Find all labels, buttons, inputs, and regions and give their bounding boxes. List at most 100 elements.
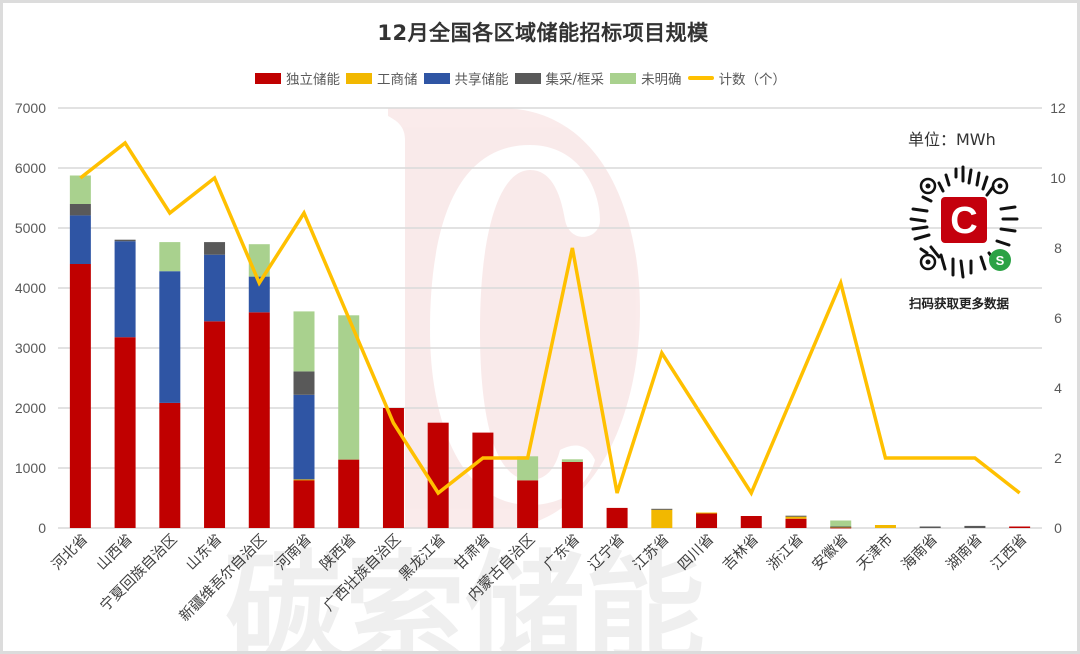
x-tick-label: 河北省	[48, 531, 91, 574]
x-tick-label: 吉林省	[719, 531, 762, 574]
legend-swatch-icon	[346, 72, 372, 84]
bar-stack	[472, 432, 494, 528]
bar-segment	[517, 456, 539, 481]
bar-stack	[561, 459, 583, 528]
bar-segment	[204, 254, 226, 322]
legend-item-unspecified: 未明确	[610, 68, 682, 88]
legend-item-centralized: 集采/框采	[514, 68, 604, 88]
bar-segment	[1009, 526, 1031, 528]
bar-stack	[69, 175, 91, 528]
count-line	[79, 140, 1021, 497]
legend-item-count: 计数（个）	[687, 68, 787, 88]
legend-label: 计数（个）	[718, 72, 787, 88]
chart-legend: 独立储能 工商储 共享储能 集采/框采 未明确 计数（个）	[255, 68, 792, 88]
legend-label: 未明确	[641, 72, 682, 88]
legend-swatch-icon	[255, 72, 281, 84]
chart-title: 12月全国各区域储能招标项目规模	[377, 21, 709, 45]
watermark-text: 碳索储能	[225, 542, 705, 654]
qr-code-icon: C S	[909, 165, 1019, 279]
bar-segment	[293, 394, 315, 480]
legend-line-icon	[687, 76, 714, 80]
legend-item-independent: 独立储能	[255, 68, 340, 88]
legend-swatch-icon	[423, 72, 450, 84]
x-tick-label: 湖南省	[943, 531, 986, 574]
bar-segment	[651, 508, 673, 510]
bar-segment	[69, 215, 91, 264]
y2-tick-label: 10	[1050, 170, 1066, 186]
bar-segment	[830, 520, 852, 527]
bar-segment	[785, 516, 807, 519]
bar-segment	[159, 402, 181, 528]
bar-segment	[204, 321, 226, 528]
bar-segment	[696, 513, 718, 528]
stacked-bars	[69, 175, 1031, 529]
bar-stack	[427, 422, 449, 528]
legend-item-commercial: 工商储	[346, 68, 418, 88]
bar-stack	[740, 516, 762, 528]
bar-segment	[159, 271, 181, 403]
bar-stack	[1009, 526, 1031, 528]
y2-tick-label: 0	[1054, 520, 1062, 536]
bar-segment	[293, 480, 315, 528]
y-tick-label: 7000	[15, 100, 46, 116]
y2-tick-label: 8	[1054, 240, 1062, 256]
y-tick-label: 0	[38, 520, 46, 536]
y2-tick-label: 2	[1054, 450, 1062, 466]
legend-label: 共享储能	[454, 72, 509, 88]
bar-segment	[69, 264, 91, 528]
bar-stack	[785, 515, 807, 528]
bar-segment	[204, 242, 226, 255]
x-tick-label: 浙江省	[764, 531, 807, 574]
y2-tick-label: 12	[1050, 100, 1066, 116]
y-tick-label: 3000	[15, 340, 46, 356]
qr-caption: 扫码获取更多数据	[909, 296, 1010, 311]
legend-item-shared: 共享储能	[423, 68, 509, 88]
x-tick-label: 江西省	[988, 531, 1031, 574]
bar-segment	[248, 312, 270, 528]
bar-segment	[338, 459, 360, 528]
bar-segment	[382, 408, 404, 528]
bar-stack	[874, 525, 896, 528]
y-tick-label: 4000	[15, 280, 46, 296]
bar-segment	[919, 526, 941, 528]
bar-segment	[517, 480, 539, 528]
bar-segment	[830, 527, 852, 529]
bar-segment	[159, 242, 181, 272]
bar-segment	[964, 525, 986, 528]
bar-stack	[248, 244, 270, 528]
y-axis-left: 0 1000 2000 3000 4000 5000 6000 7000	[15, 100, 46, 536]
bar-segment	[830, 526, 852, 528]
legend-label: 独立储能	[286, 72, 340, 88]
unit-label: 单位：MWh	[908, 130, 996, 149]
y-tick-label: 5000	[15, 220, 46, 236]
count-polyline	[79, 140, 1021, 497]
legend-swatch-icon	[610, 72, 637, 84]
svg-text:C: C	[950, 200, 977, 242]
x-tick-label: 山东省	[183, 531, 226, 574]
y-tick-label: 6000	[15, 160, 46, 176]
bar-segment	[114, 239, 136, 242]
x-tick-label: 宁夏回族自治区	[97, 531, 181, 615]
bar-stack	[696, 512, 718, 528]
bar-stack	[382, 408, 404, 528]
bar-segment	[293, 371, 315, 395]
y-tick-label: 1000	[15, 460, 46, 476]
bar-segment	[874, 525, 896, 528]
bar-stack	[964, 525, 986, 528]
bar-stack	[114, 239, 136, 528]
bar-stack	[204, 242, 226, 528]
bar-segment	[472, 432, 494, 528]
bar-segment	[338, 315, 360, 460]
x-tick-label: 山西省	[93, 531, 136, 574]
bar-segment	[785, 515, 807, 517]
bar-stack	[293, 311, 315, 528]
x-tick-label: 天津市	[854, 531, 897, 574]
bar-segment	[248, 276, 270, 313]
bar-segment	[606, 507, 628, 528]
legend-label: 工商储	[377, 72, 418, 88]
x-tick-label: 海南省	[898, 531, 941, 574]
bar-segment	[561, 462, 583, 528]
bar-segment	[427, 422, 449, 528]
